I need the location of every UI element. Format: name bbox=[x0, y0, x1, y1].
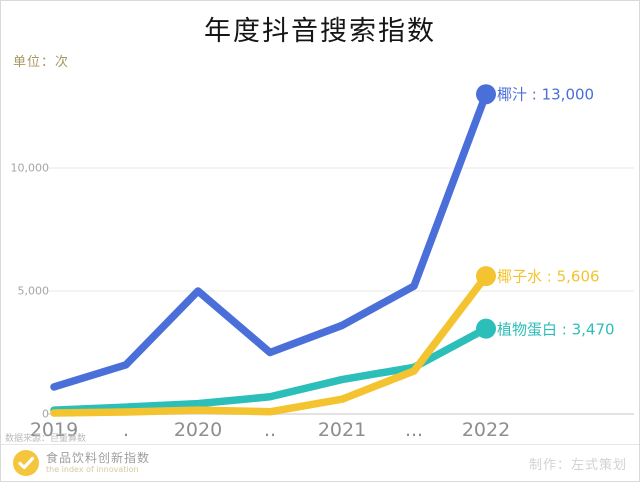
x-axis-label: ... bbox=[404, 419, 424, 441]
series-end-label-植物蛋白: 植物蛋白 : 3,470 bbox=[497, 320, 615, 339]
chart-title: 年度抖音搜索指数 bbox=[204, 16, 436, 47]
series-end-label-椰汁: 椰汁 : 13,000 bbox=[497, 85, 595, 104]
brand-check-logo-icon bbox=[13, 450, 39, 476]
brand-block: 食品饮料创新指数 the index of innovation bbox=[46, 450, 151, 475]
series-end-dot-椰子水 bbox=[476, 266, 496, 287]
footer-bar: 食品饮料创新指数 the index of innovation 制作：左式策划 bbox=[1, 444, 639, 481]
series-end-dot-椰汁 bbox=[476, 84, 496, 105]
series-end-label-椰子水: 椰子水 : 5,606 bbox=[497, 267, 600, 286]
x-axis-label: 2020 bbox=[173, 419, 223, 441]
unit-label: 单位：次 bbox=[13, 55, 70, 70]
x-axis-label: .. bbox=[263, 419, 277, 441]
x-axis-label: 2021 bbox=[317, 419, 367, 441]
y-axis-label: 0 bbox=[42, 407, 49, 421]
credit-watermark: 制作：左式策划 bbox=[528, 457, 627, 473]
x-axis-label: . bbox=[122, 419, 130, 441]
y-axis-label: 10,000 bbox=[10, 161, 50, 175]
y-axis-label: 5,000 bbox=[17, 284, 50, 298]
series-line-椰汁 bbox=[50, 90, 490, 391]
data-source-note: 数据来源：巨量算数 bbox=[5, 434, 87, 444]
brand-tagline: the index of innovation bbox=[46, 464, 139, 474]
series-end-dot-植物蛋白 bbox=[476, 318, 496, 339]
x-axis-label: 2019 bbox=[29, 419, 79, 441]
x-axis-label: 2022 bbox=[461, 419, 511, 441]
brand-name: 食品饮料创新指数 bbox=[46, 450, 151, 465]
series-line-椰子水 bbox=[50, 272, 490, 417]
